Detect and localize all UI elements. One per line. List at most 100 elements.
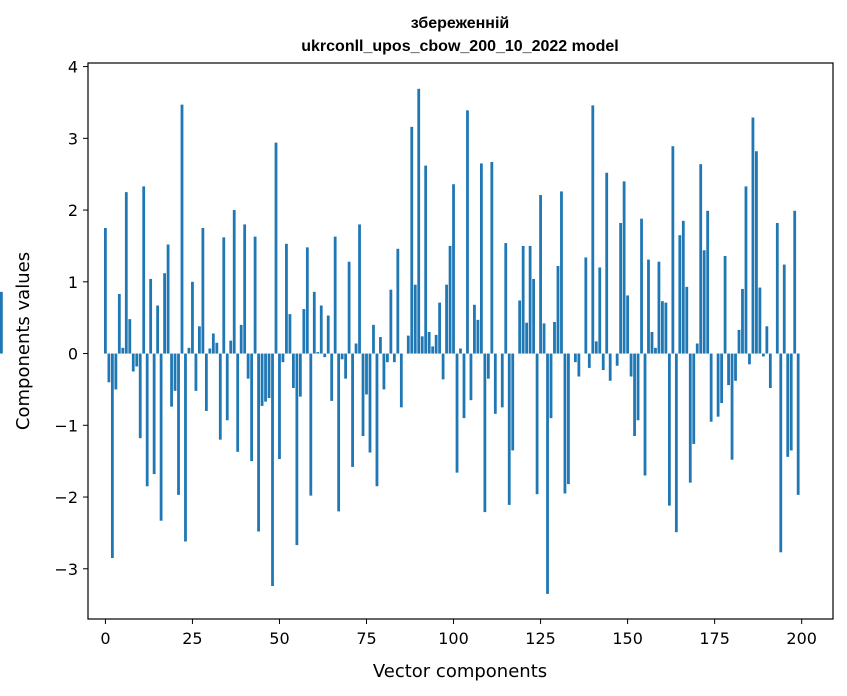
bar-196 (786, 353, 790, 457)
bar-116 (507, 353, 511, 505)
bar-117 (511, 353, 515, 451)
bar-81 (386, 353, 389, 363)
bar-92 (424, 165, 428, 354)
bar-102 (459, 348, 462, 354)
bar-172 (702, 250, 706, 354)
bar-8 (131, 353, 135, 372)
bar-119 (518, 300, 522, 354)
y-tick-label: 3 (68, 129, 78, 148)
bar-99 (448, 245, 452, 354)
bar-47 (267, 353, 271, 399)
x-axis-ticks: 0 25 50 75 100 125 150 175 200 (100, 619, 817, 648)
bar-29 (204, 353, 208, 411)
bar-177 (720, 353, 723, 404)
bar-62 (319, 305, 323, 354)
bar-190 (765, 326, 769, 354)
bar-18 (166, 244, 170, 354)
bar-34 (222, 237, 226, 354)
bar-142 (598, 267, 602, 354)
bar-5 (121, 347, 125, 354)
bar-101 (455, 353, 459, 473)
bar-129 (553, 321, 556, 354)
bar-130 (556, 266, 560, 354)
bar-67 (337, 353, 341, 512)
bar-45 (260, 353, 264, 406)
bar-89 (413, 284, 417, 354)
bar-59 (309, 353, 313, 496)
bar-49 (274, 142, 278, 354)
bar-23 (184, 353, 187, 542)
bar-26 (194, 353, 198, 391)
bar-10 (138, 353, 142, 439)
bar-169 (692, 353, 696, 444)
bar-151 (629, 353, 633, 377)
bar-91 (420, 336, 424, 354)
bar-195 (782, 264, 786, 354)
bar-78 (375, 353, 379, 487)
bar-95 (434, 334, 438, 354)
bar-124 (535, 353, 539, 495)
bar-122 (528, 245, 532, 354)
bar-14 (152, 353, 156, 475)
bar-9 (135, 353, 139, 367)
bar-73 (358, 224, 361, 354)
bar-19 (170, 353, 173, 407)
bar-167 (685, 286, 689, 354)
bar-156 (647, 259, 650, 354)
bar-90 (417, 88, 421, 354)
bar-104 (466, 110, 469, 354)
bar-183 (741, 288, 744, 354)
x-tick-label: 200 (786, 629, 817, 648)
bar-120 (521, 245, 525, 354)
bar-11 (142, 186, 146, 354)
bar-181 (734, 353, 737, 381)
bar-138 (584, 257, 588, 354)
bar-46 (264, 353, 267, 402)
bar-52 (285, 243, 288, 354)
bar-170 (695, 343, 699, 354)
bar-32 (215, 342, 219, 354)
y-tick-label: 1 (68, 273, 78, 292)
bar-66 (333, 236, 337, 354)
bar-194 (779, 353, 783, 553)
y-axis-ticks: −3 −2 −1 0 1 2 3 4 (54, 58, 88, 579)
bar-13 (149, 278, 153, 354)
bar-55 (295, 353, 299, 546)
bar-83 (392, 353, 396, 363)
bar-164 (674, 353, 678, 533)
bar-162 (667, 353, 671, 506)
y-tick-label: −3 (54, 560, 78, 579)
bar-105 (469, 353, 473, 401)
bar-189 (761, 353, 765, 357)
bar-74 (361, 353, 365, 437)
bar-37 (232, 210, 236, 354)
bar-44 (257, 353, 260, 532)
bar-136 (577, 353, 581, 377)
bar-77 (372, 324, 375, 354)
bar-22 (180, 104, 184, 354)
bar-12 (145, 353, 149, 487)
bar-161 (664, 302, 668, 354)
x-tick-label: 0 (100, 629, 110, 648)
bar-174 (709, 353, 713, 422)
bar-123 (532, 278, 535, 354)
bar-51 (281, 353, 285, 363)
bar-2 (110, 353, 114, 559)
bar-131 (560, 191, 563, 354)
bar-153 (636, 353, 640, 421)
bar-20 (173, 353, 177, 391)
bar-60 (312, 291, 316, 354)
bar-135 (573, 353, 577, 363)
bar-186 (751, 117, 755, 354)
bar-184 (744, 186, 748, 354)
bar-171 (699, 164, 703, 354)
bar-149 (622, 181, 626, 354)
bar-76 (368, 353, 372, 453)
bar-35 (225, 353, 229, 421)
x-tick-label: 175 (699, 629, 730, 648)
bar-107 (476, 319, 480, 354)
bar-163 (671, 146, 675, 354)
x-tick-label: 25 (182, 629, 202, 648)
bar-82 (389, 289, 393, 354)
bar-21 (177, 353, 180, 495)
